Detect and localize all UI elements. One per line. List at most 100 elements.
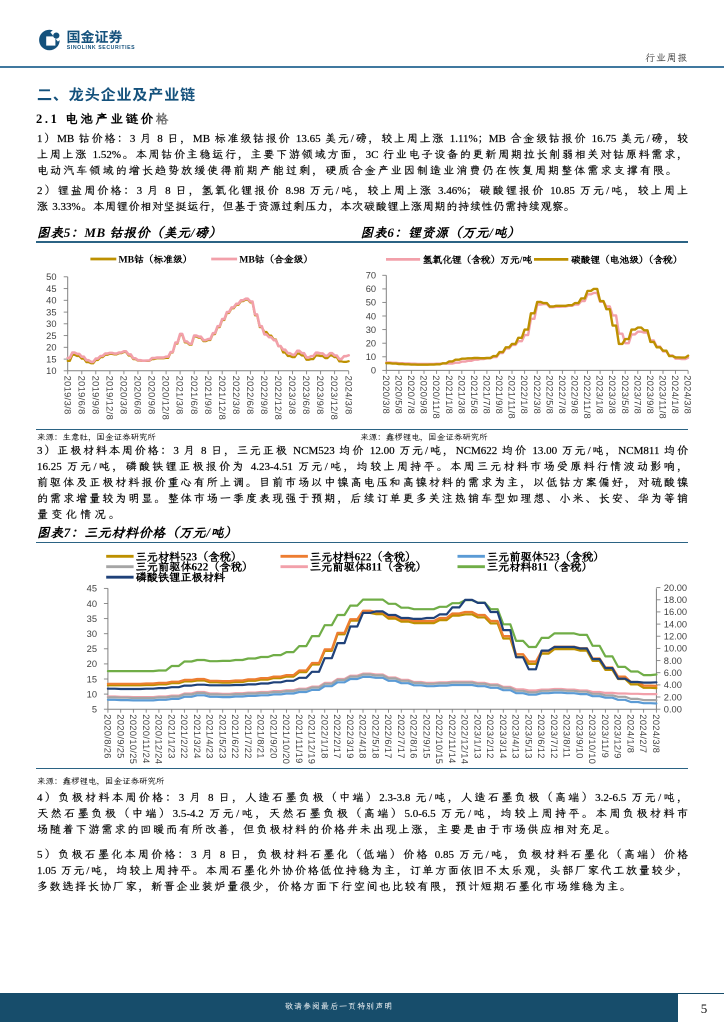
svg-text:2023/10/10: 2023/10/10: [587, 714, 597, 764]
svg-text:2021/6/8: 2021/6/8: [189, 376, 199, 415]
svg-text:2020/9/8: 2020/9/8: [419, 375, 429, 414]
svg-text:2024/1/8: 2024/1/8: [670, 375, 680, 414]
svg-text:10: 10: [46, 366, 56, 376]
svg-text:2020/3/8: 2020/3/8: [119, 376, 129, 415]
svg-text:60: 60: [366, 284, 376, 294]
svg-text:4.00: 4.00: [664, 680, 682, 690]
svg-text:2021/2/22: 2021/2/22: [179, 714, 189, 759]
svg-text:2024/2/7: 2024/2/7: [638, 714, 648, 753]
svg-text:2021/10/20: 2021/10/20: [281, 714, 291, 764]
svg-text:MB钴（标准级）: MB钴（标准级）: [119, 252, 193, 265]
svg-text:2022/5/18: 2022/5/18: [370, 714, 380, 759]
svg-text:2021/11/8: 2021/11/8: [507, 375, 517, 419]
svg-text:20: 20: [87, 659, 97, 669]
svg-text:2022/9/8: 2022/9/8: [570, 375, 580, 414]
svg-text:2021/8/21: 2021/8/21: [256, 714, 266, 759]
svg-text:2023/9/10: 2023/9/10: [575, 714, 585, 759]
svg-text:40: 40: [366, 311, 376, 321]
svg-text:磷酸铁锂正极材料: 磷酸铁锂正极材料: [136, 570, 226, 585]
svg-text:MB钴（合金级）: MB钴（合金级）: [239, 252, 313, 265]
svg-text:2020/12/8: 2020/12/8: [161, 376, 171, 421]
svg-text:三元材料811（含税）: 三元材料811（含税）: [487, 560, 593, 575]
svg-text:2023/3/14: 2023/3/14: [498, 714, 508, 759]
svg-text:2021/4/23: 2021/4/23: [205, 714, 215, 759]
svg-text:15: 15: [87, 674, 97, 684]
svg-text:2021/7/22: 2021/7/22: [243, 714, 253, 759]
svg-text:2022/3/8: 2022/3/8: [231, 376, 241, 415]
svg-text:0.00: 0.00: [664, 705, 682, 715]
svg-text:2023/7/12: 2023/7/12: [549, 714, 559, 759]
svg-text:2022/9/8: 2022/9/8: [259, 376, 269, 415]
svg-text:2023/2/12: 2023/2/12: [485, 714, 495, 759]
svg-text:2020/5/8: 2020/5/8: [394, 375, 404, 414]
svg-text:三元前驱体622（含税）: 三元前驱体622（含税）: [136, 560, 253, 575]
svg-text:三元前驱体523（含税）: 三元前驱体523（含税）: [487, 549, 604, 564]
svg-text:15: 15: [46, 354, 56, 364]
svg-text:2021/1/23: 2021/1/23: [166, 714, 176, 759]
svg-text:2021/3/24: 2021/3/24: [192, 714, 202, 759]
svg-text:8.00: 8.00: [664, 656, 682, 666]
svg-text:2021/9/8: 2021/9/8: [203, 376, 213, 415]
svg-text:碳酸锂（电池级）（含税）: 碳酸锂（电池级）（含税）: [571, 253, 682, 266]
svg-text:25: 25: [46, 331, 56, 341]
svg-text:2019/6/8: 2019/6/8: [76, 376, 86, 415]
svg-text:25: 25: [87, 644, 97, 654]
svg-text:2022/6/17: 2022/6/17: [383, 714, 393, 759]
svg-text:16.00: 16.00: [664, 607, 687, 617]
svg-text:20.00: 20.00: [664, 583, 687, 593]
svg-text:20: 20: [366, 339, 376, 349]
svg-text:2024/1/8: 2024/1/8: [626, 714, 636, 753]
svg-text:2022/6/8: 2022/6/8: [245, 376, 255, 415]
svg-text:2021/7/8: 2021/7/8: [482, 375, 492, 414]
svg-text:2023/1/13: 2023/1/13: [472, 714, 482, 759]
svg-text:2022/7/8: 2022/7/8: [557, 375, 567, 414]
svg-text:2021/11/19: 2021/11/19: [294, 714, 304, 763]
svg-text:2019/9/8: 2019/9/8: [90, 376, 100, 415]
svg-text:2023/6/8: 2023/6/8: [301, 376, 311, 415]
svg-text:45: 45: [46, 284, 56, 294]
svg-text:30: 30: [87, 629, 97, 639]
svg-text:2023/7/8: 2023/7/8: [632, 375, 642, 414]
svg-text:2022/1/18: 2022/1/18: [319, 714, 329, 759]
svg-text:2020/9/8: 2020/9/8: [147, 376, 157, 415]
svg-text:2022/11/14: 2022/11/14: [447, 714, 457, 763]
svg-text:6.00: 6.00: [664, 668, 682, 678]
svg-text:2023/1/8: 2023/1/8: [595, 375, 605, 414]
svg-text:三元前驱体811（含税）: 三元前驱体811（含税）: [310, 560, 427, 575]
svg-text:2021/9/8: 2021/9/8: [494, 375, 504, 414]
svg-text:2023/12/8: 2023/12/8: [329, 376, 339, 421]
svg-text:2021/1/8: 2021/1/8: [444, 375, 454, 414]
svg-text:2020/11/8: 2020/11/8: [431, 375, 441, 419]
svg-text:40: 40: [46, 296, 56, 306]
svg-text:2020/3/8: 2020/3/8: [381, 375, 391, 414]
svg-text:三元材料622（含税）: 三元材料622（含税）: [310, 549, 416, 564]
svg-text:2023/11/9: 2023/11/9: [600, 714, 610, 758]
svg-text:45: 45: [87, 584, 97, 594]
svg-text:10: 10: [87, 689, 97, 699]
svg-text:2023/5/8: 2023/5/8: [620, 375, 630, 414]
svg-text:10.00: 10.00: [664, 644, 687, 654]
svg-text:2024/3/8: 2024/3/8: [683, 375, 693, 414]
svg-text:35: 35: [46, 307, 56, 317]
svg-text:2023/5/13: 2023/5/13: [523, 714, 533, 759]
svg-text:2023/9/8: 2023/9/8: [645, 375, 655, 414]
svg-text:2023/6/12: 2023/6/12: [536, 714, 546, 759]
svg-text:2020/10/25: 2020/10/25: [128, 714, 138, 764]
svg-text:2022/9/15: 2022/9/15: [421, 714, 431, 759]
svg-text:2024/3/8: 2024/3/8: [651, 714, 661, 753]
svg-text:2024/3/8: 2024/3/8: [343, 376, 353, 415]
svg-text:14.00: 14.00: [664, 619, 687, 629]
svg-text:2022/12/14: 2022/12/14: [460, 714, 470, 764]
svg-text:2022/11/8: 2022/11/8: [582, 375, 592, 419]
svg-text:70: 70: [366, 271, 376, 281]
svg-text:50: 50: [46, 272, 56, 282]
svg-text:2022/3/8: 2022/3/8: [532, 375, 542, 414]
svg-text:30: 30: [46, 319, 56, 329]
svg-text:2022/3/19: 2022/3/19: [345, 714, 355, 759]
svg-text:氢氧化锂（含税）万元/吨: 氢氧化锂（含税）万元/吨: [423, 253, 533, 266]
svg-text:2020/8/26: 2020/8/26: [103, 714, 113, 759]
svg-text:2022/10/15: 2022/10/15: [434, 714, 444, 764]
svg-text:2020/11/24: 2020/11/24: [141, 714, 151, 763]
svg-text:2023/11/8: 2023/11/8: [658, 375, 668, 419]
svg-text:2021/12/8: 2021/12/8: [217, 376, 227, 421]
